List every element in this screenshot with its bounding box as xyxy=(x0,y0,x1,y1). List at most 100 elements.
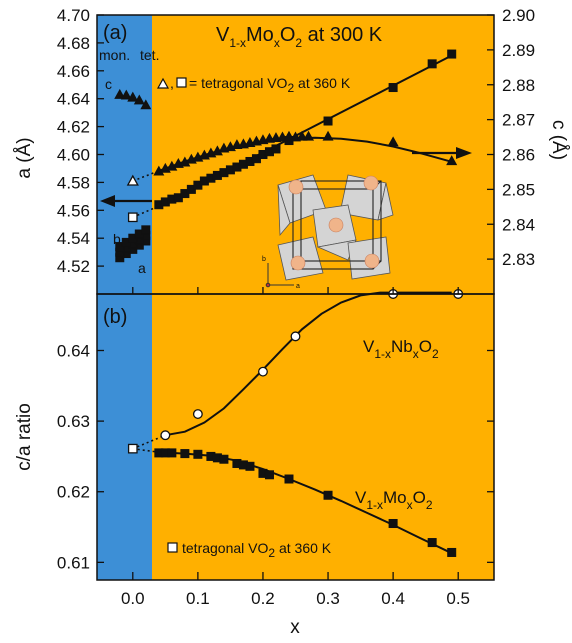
y-tick-label-a-8: 4.68 xyxy=(57,34,90,53)
data-points-a xyxy=(114,49,458,263)
y-tick-label-a-1: 4.54 xyxy=(57,229,90,248)
point-b-s1-13 xyxy=(284,474,294,484)
y-tick-label-b-0: 0.61 xyxy=(57,553,90,572)
x-tick-label-2: 0.2 xyxy=(251,589,275,608)
y-axis-label-a: a (Å) xyxy=(14,137,35,178)
point-a-s1-25 xyxy=(387,136,399,147)
legend-open-square xyxy=(176,77,187,88)
x-axis-label: x xyxy=(290,617,300,638)
y2-tick-label-a-1: 2.84 xyxy=(502,215,535,234)
x-tick-label-3: 0.3 xyxy=(316,589,340,608)
point-a-s3-3 xyxy=(133,94,145,105)
point-a-s1-24 xyxy=(322,130,334,141)
panel-label-a: (a) xyxy=(103,22,127,44)
frame-b xyxy=(96,293,495,581)
y2-tick-label-a-3: 2.86 xyxy=(502,146,535,165)
x-tick-label-4: 0.4 xyxy=(381,589,405,608)
y2-tick-label-a-6: 2.89 xyxy=(502,41,535,60)
left-axis-arrow xyxy=(100,195,152,207)
point-a-s0-23 xyxy=(447,49,457,59)
legend-comma: , xyxy=(170,75,174,91)
point-b-s1-7 xyxy=(219,454,229,464)
panel-a-title: V1-xMoxO2 at 300 K xyxy=(216,24,383,50)
tetragonal-band-b xyxy=(152,294,494,580)
point-b-s1-15 xyxy=(388,519,398,529)
y-tick-label-a-3: 4.58 xyxy=(57,173,90,192)
mon-label-b: b xyxy=(113,231,121,247)
y-tick-label-a-2: 4.56 xyxy=(57,201,90,220)
y-tick-label-a-9: 4.70 xyxy=(57,6,90,25)
y2-tick-label-a-2: 2.85 xyxy=(502,180,535,199)
point-a-s1-23 xyxy=(303,130,315,141)
legend-b: tetragonal VO2 at 360 K xyxy=(167,540,332,560)
point-b-s0-0 xyxy=(160,430,171,441)
point-a-s2-14 xyxy=(141,225,151,235)
y2-tick-label-a-7: 2.90 xyxy=(502,6,535,25)
point-b-s1-17 xyxy=(447,547,457,557)
point-a-s3-0 xyxy=(114,88,126,99)
crystal-structure-inset: b a xyxy=(262,174,394,290)
x-tick-label-1: 0.1 xyxy=(186,589,210,608)
axes: 0.0 0.1 0.2 0.3 0.4 0.5 4.52 4.54 4.56 4.58 4.60 4.… xyxy=(57,6,535,608)
dotted-link-b-0 xyxy=(132,434,166,450)
y2-axis-label-a: c (Å) xyxy=(548,120,569,160)
label-mon: mon. xyxy=(99,47,130,63)
point-a-s5-0 xyxy=(127,212,138,223)
point-b-s2-0 xyxy=(127,443,138,454)
y-tick-label-a-0: 4.52 xyxy=(57,257,90,276)
point-b-s0-2 xyxy=(258,366,268,377)
right-axis-arrow xyxy=(412,147,472,159)
point-a-s1-26 xyxy=(446,155,458,166)
y-tick-label-a-4: 4.60 xyxy=(57,146,90,165)
series-label-mo: V1-xMoxO2 xyxy=(355,488,433,512)
y-tick-label-b-2: 0.63 xyxy=(57,412,90,431)
mon-label-c: c xyxy=(105,76,112,92)
point-b-s1-2 xyxy=(167,448,177,458)
y-tick-label-b-1: 0.62 xyxy=(57,483,90,502)
legend-a: , = tetragonal VO2 at 360 K xyxy=(156,75,351,95)
data-points-b xyxy=(127,289,464,557)
inset-axis-b: b xyxy=(262,256,266,263)
point-b-s1-16 xyxy=(427,538,437,548)
legend-text-a: = tetragonal VO2 at 360 K xyxy=(189,75,351,95)
y-axis-label-b: c/a ratio xyxy=(14,403,35,471)
y-tick-label-a-5: 4.62 xyxy=(57,118,90,137)
point-a-s0-22 xyxy=(427,59,437,69)
legend-open-triangle xyxy=(156,77,170,89)
x-tick-label-5: 0.5 xyxy=(446,589,470,608)
inset-axis-a: a xyxy=(296,283,300,290)
point-a-s0-18 xyxy=(271,144,281,154)
point-b-s1-10 xyxy=(245,461,255,471)
point-b-s1-12 xyxy=(264,470,274,480)
y2-tick-label-a-0: 2.83 xyxy=(502,250,535,269)
point-b-s1-3 xyxy=(180,449,190,459)
point-b-s1-14 xyxy=(323,490,333,500)
panel-a: b a (a) V1-xMoxO2 at 300 K mon. tet. , =… xyxy=(97,15,494,294)
point-a-s0-20 xyxy=(323,116,333,126)
point-a-s4-0 xyxy=(126,174,139,186)
point-b-s0-3 xyxy=(290,331,301,342)
y-tick-label-b-3: 0.64 xyxy=(57,341,90,360)
point-a-s3-4 xyxy=(140,99,152,110)
label-tet: tet. xyxy=(140,47,159,63)
panel-label-b: (b) xyxy=(103,306,127,328)
x-tick-label-0: 0.0 xyxy=(121,589,145,608)
point-a-s1-20 xyxy=(283,130,295,141)
point-a-s3-1 xyxy=(120,89,132,100)
y-tick-label-a-7: 4.66 xyxy=(57,62,90,81)
y2-tick-label-a-5: 2.88 xyxy=(502,76,535,95)
monoclinic-band-b xyxy=(97,294,152,580)
y-tick-label-a-6: 4.64 xyxy=(57,90,90,109)
legend-b-open-square xyxy=(167,542,178,553)
point-b-s1-4 xyxy=(193,449,203,459)
series-label-nb: V1-xNbxO2 xyxy=(363,337,439,361)
point-a-s0-21 xyxy=(388,83,398,93)
legend-text-b: tetragonal VO2 at 360 K xyxy=(182,540,332,560)
mon-label-a: a xyxy=(138,260,146,276)
y2-tick-label-a-4: 2.87 xyxy=(502,111,535,130)
fit-line-b-0 xyxy=(165,291,452,437)
panel-b: (b) V1-xNbxO2 V1-xMoxO2 tetragonal VO2 a… xyxy=(97,289,494,580)
point-b-s0-1 xyxy=(192,409,203,419)
point-a-s3-2 xyxy=(127,91,139,102)
